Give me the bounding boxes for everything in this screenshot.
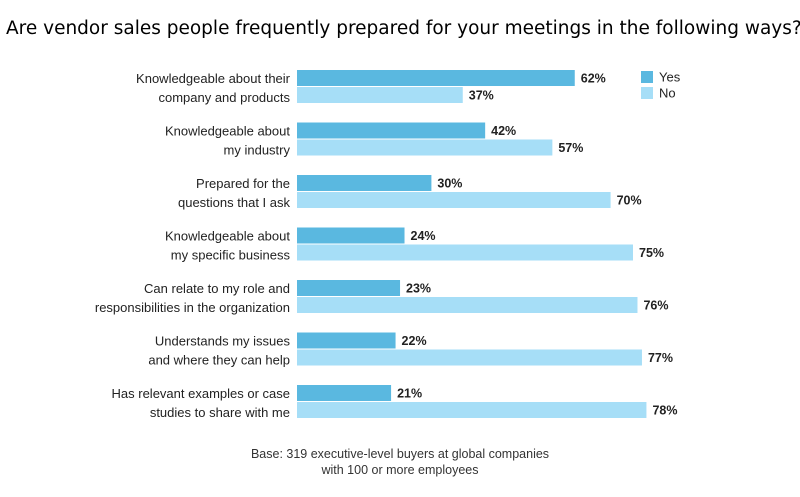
category-label: Understands my issues xyxy=(155,334,291,349)
category-label: Has relevant examples or case xyxy=(112,386,290,401)
legend-label-no: No xyxy=(659,86,676,101)
bar-no xyxy=(297,297,638,313)
footnote-line-1: Base: 319 executive-level buyers at glob… xyxy=(250,447,550,461)
data-label: 42% xyxy=(491,124,516,138)
category-label: Knowledgeable about xyxy=(165,229,290,244)
bar-no xyxy=(297,192,611,208)
category-label: my specific business xyxy=(171,248,291,263)
chart-title: Are vendor sales people frequently prepa… xyxy=(6,18,800,39)
category-label: and where they can help xyxy=(148,353,290,368)
legend-swatch-yes xyxy=(641,71,653,83)
data-label: 24% xyxy=(411,229,436,243)
data-label: 21% xyxy=(397,387,422,401)
data-label: 70% xyxy=(617,194,642,208)
data-label: 76% xyxy=(643,299,668,313)
category-label: questions that I ask xyxy=(178,195,291,210)
data-label: 77% xyxy=(648,351,673,365)
bar-no xyxy=(297,87,463,103)
bar-yes xyxy=(297,122,486,139)
category-label: Prepared for the xyxy=(196,176,290,191)
bar-yes xyxy=(297,385,392,401)
bar-no xyxy=(297,139,553,156)
category-label: Can relate to my role and xyxy=(144,281,290,296)
bar-yes xyxy=(297,70,575,86)
data-label: 23% xyxy=(406,282,431,296)
legend-label-yes: Yes xyxy=(659,70,681,85)
bar-no xyxy=(297,349,642,366)
data-label: 30% xyxy=(437,177,462,191)
bar-no xyxy=(297,244,633,261)
bar-yes xyxy=(297,227,405,244)
category-label: Knowledgeable about their xyxy=(136,71,291,86)
category-label: Knowledgeable about xyxy=(165,124,290,139)
category-label: responsibilities in the organization xyxy=(95,300,290,315)
footnote-line-2: with 100 or more employees xyxy=(321,463,479,477)
bar-yes xyxy=(297,280,401,296)
data-label: 57% xyxy=(558,141,583,155)
bar-yes xyxy=(297,332,396,349)
data-label: 75% xyxy=(639,246,664,260)
category-label: studies to share with me xyxy=(150,405,290,420)
category-label: my industry xyxy=(224,143,291,158)
bar-no xyxy=(297,402,647,418)
category-label: company and products xyxy=(158,90,290,105)
legend-swatch-no xyxy=(641,87,653,99)
data-label: 78% xyxy=(652,404,677,418)
data-label: 37% xyxy=(469,89,494,103)
data-label: 22% xyxy=(402,334,427,348)
bar-yes xyxy=(297,175,432,191)
data-label: 62% xyxy=(581,72,606,86)
